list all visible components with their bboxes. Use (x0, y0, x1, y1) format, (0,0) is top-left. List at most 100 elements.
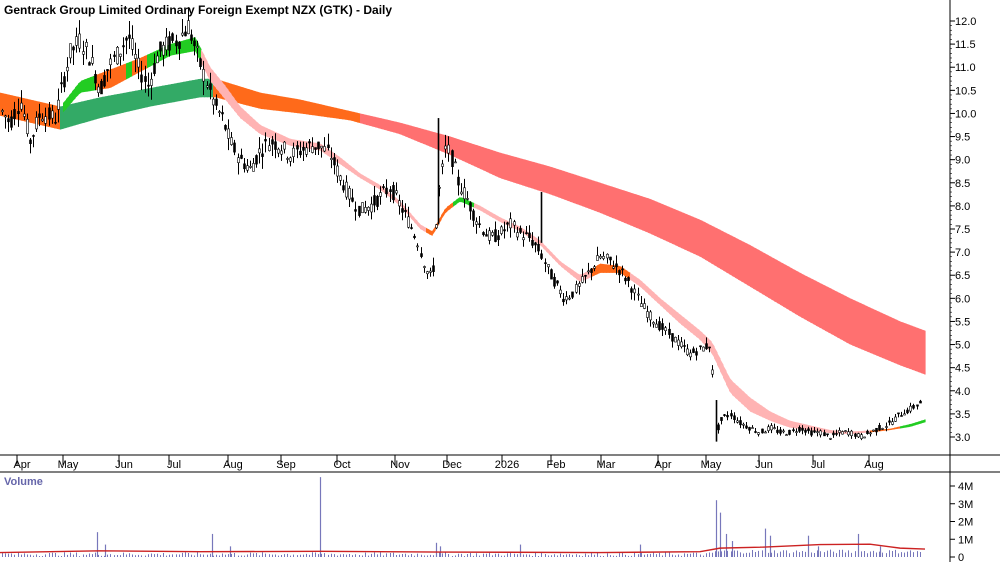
short-ma-band-segment (861, 430, 865, 434)
long-ma-band-segment (195, 79, 199, 99)
price-tick-label: 9.5 (955, 132, 970, 144)
candle-body (537, 243, 540, 252)
long-ma-band-segment (258, 92, 262, 109)
candle-body (97, 86, 100, 93)
short-ma-band-segment (447, 204, 451, 212)
candle-body (627, 277, 630, 282)
candle-body (420, 253, 423, 257)
short-ma-band-segment (666, 303, 670, 314)
long-ma-band-segment (192, 79, 196, 99)
candle-body (7, 118, 10, 123)
short-ma-band-segment (222, 82, 226, 100)
candle-body (587, 270, 590, 273)
candle-body (227, 128, 230, 139)
short-ma-band-segment (702, 332, 706, 346)
candle-body (240, 154, 243, 159)
candle-body (246, 165, 249, 171)
short-ma-band-segment (432, 225, 436, 236)
volume-tick-label: 1M (958, 534, 973, 546)
long-ma-band-segment (735, 237, 739, 280)
candle-body (339, 175, 342, 181)
short-ma-band-segment (342, 158, 346, 168)
long-ma-band-segment (798, 271, 802, 318)
long-ma-band-segment (591, 179, 595, 211)
short-ma-band-segment (690, 322, 694, 335)
long-ma-band-segment (105, 95, 109, 117)
candle-body (116, 47, 119, 65)
candle-body (751, 427, 754, 429)
candle-body (695, 351, 698, 356)
candle-body (720, 417, 723, 421)
candle-body (916, 404, 919, 407)
candle-body (599, 256, 602, 259)
long-ma-band-segment (336, 107, 340, 119)
candle-body (832, 432, 835, 436)
price-tick-label: 9.0 (955, 155, 970, 167)
candle-body (516, 232, 519, 238)
candle-body (26, 118, 29, 135)
candle-body (162, 44, 165, 56)
long-ma-band-segment (243, 87, 247, 106)
candle-body (113, 54, 116, 57)
candle-body (528, 232, 531, 239)
short-ma-band-segment (336, 154, 340, 164)
short-ma-band-segment (372, 180, 376, 187)
long-ma-band-segment (291, 98, 295, 113)
candle-body (184, 31, 187, 37)
short-ma-band-segment (573, 270, 577, 279)
candle-body (82, 51, 85, 55)
short-ma-band-segment (624, 268, 628, 278)
long-ma-band-segment (621, 189, 625, 223)
short-ma-band-segment (654, 292, 658, 303)
long-ma-band-segment (879, 311, 883, 358)
x-tick-label: Mar (597, 459, 616, 471)
long-ma-band-segment (198, 78, 202, 98)
short-ma-band-segment (720, 358, 724, 378)
short-ma-band-segment (285, 136, 289, 146)
short-ma-band-segment (261, 125, 265, 136)
candle-body (863, 436, 866, 439)
long-ma-band-segment (540, 163, 544, 193)
long-ma-band-segment (297, 99, 301, 114)
candle-body (156, 55, 159, 64)
candle-body (432, 265, 435, 272)
long-ma-band-segment (345, 109, 349, 121)
candle-body (17, 111, 20, 115)
short-ma-band-segment (366, 177, 370, 184)
candle-body (119, 53, 122, 57)
short-ma-band-segment (498, 216, 502, 223)
long-ma-band-segment (639, 195, 643, 231)
candle-body (60, 82, 63, 85)
candle-body (385, 187, 388, 195)
short-ma-band-segment (921, 419, 925, 424)
long-ma-band-segment (348, 110, 352, 121)
candle-body (460, 191, 463, 195)
candle-body (221, 112, 224, 115)
candle-body (630, 288, 633, 293)
long-ma-band-segment (204, 78, 208, 98)
candle-body (44, 116, 47, 124)
long-ma-band-segment (699, 219, 703, 258)
long-ma-band-segment (144, 88, 148, 108)
long-ma-band-segment (870, 307, 874, 355)
long-ma-band-segment (789, 266, 793, 313)
long-ma-band-segment (732, 236, 736, 278)
long-ma-band-segment (372, 116, 376, 128)
short-ma-band-segment (81, 79, 85, 93)
candle-body (621, 268, 624, 271)
candle-body (581, 276, 584, 283)
long-ma-band-segment (99, 96, 103, 119)
candle-body (798, 427, 801, 432)
candle-body (252, 163, 255, 172)
candle-body (472, 210, 475, 221)
long-ma-band-segment (3, 93, 7, 118)
candle-body (268, 145, 271, 152)
long-ma-band-segment (840, 293, 844, 341)
candle-body (909, 405, 912, 412)
candle-body (593, 266, 596, 269)
long-ma-band-segment (609, 185, 613, 218)
candle-body (897, 412, 900, 415)
long-ma-band-segment (477, 145, 481, 169)
short-ma-band-segment (414, 217, 418, 226)
long-ma-band-segment (651, 199, 655, 236)
